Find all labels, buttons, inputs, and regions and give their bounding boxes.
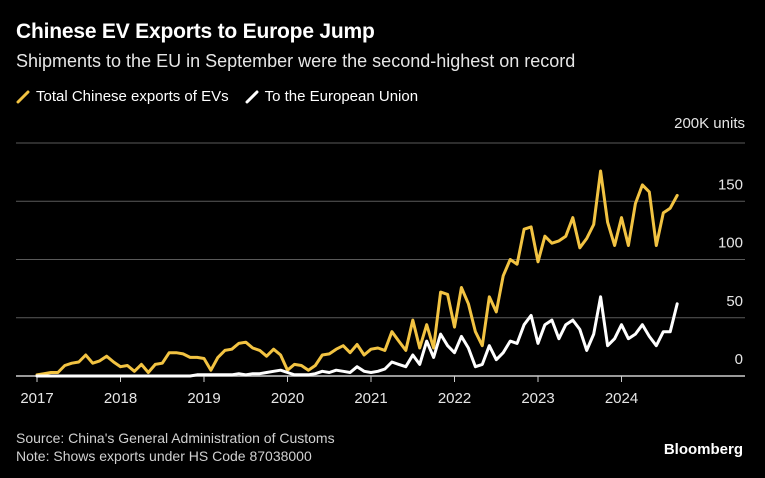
x-tick-label: 2019 [187,390,220,407]
y-tick-label: 0 [735,351,743,368]
x-tick-label: 2022 [438,390,471,407]
chart-title: Chinese EV Exports to Europe Jump [16,20,375,43]
x-tick-label: 2024 [605,390,638,407]
legend-label-total: Total Chinese exports of EVs [36,88,229,105]
x-tick-label: 2023 [521,390,554,407]
legend-label-eu: To the European Union [264,88,419,105]
legend-item-eu: To the European Union [245,88,418,105]
y-tick-label: 50 [726,293,743,310]
source-note: Source: China's General Administration o… [16,430,335,446]
chart-subtitle: Shipments to the EU in September were th… [16,51,576,71]
hs-code-note: Note: Shows exports under HS Code 870380… [16,448,312,464]
series-line-total-exports [35,169,679,377]
legend-swatch-eu-icon [245,90,259,103]
x-tick-label: 2020 [271,390,304,407]
series-line-eu-exports [35,295,679,378]
y-tick-label: 100 [718,235,743,252]
legend-item-total: Total Chinese exports of EVs [16,88,229,105]
footer: Source: China's General Administration o… [16,429,335,465]
x-tick-label: 2017 [20,390,53,407]
x-tick-label: 2021 [354,390,387,407]
legend: Total Chinese exports of EVs To the Euro… [16,88,434,105]
x-tick-label: 2018 [104,390,137,407]
y-tick-label: 150 [718,176,743,193]
legend-swatch-total-icon [16,90,30,103]
y-axis-unit-label: 200K units [674,115,745,132]
bloomberg-logo: Bloomberg [663,441,743,458]
